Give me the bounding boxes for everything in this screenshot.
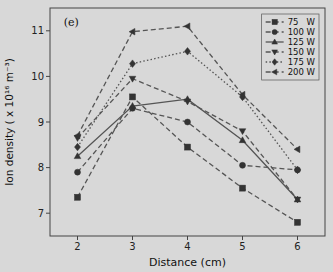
legend-frame [262,14,319,80]
y-tick-label: 11 [31,25,44,36]
x-tick-label: 5 [239,241,245,252]
y-tick [46,76,50,77]
x-tick-label: 6 [294,241,300,252]
point [239,137,246,143]
y-axis-label: Ion density ( x 10¹⁶ m⁻³) [3,58,15,186]
point [185,144,191,150]
point [295,166,301,174]
x-axis-label: Distance (cm) [149,256,226,269]
legend-marker [272,19,277,24]
legend-label: 175 W [288,57,316,67]
point [129,103,136,109]
legend-label: 75 W [288,17,316,27]
point [129,28,135,35]
x-tick-label: 2 [74,241,80,252]
point [295,167,301,173]
point [130,60,136,68]
x-tick-label: 3 [129,241,135,252]
y-tick [46,30,50,31]
y-tick-label: 7 [38,208,44,219]
y-tick-label: 10 [31,71,44,82]
point [130,94,136,100]
y-tick [46,122,50,123]
legend-marker [272,59,277,66]
panel-label: (e) [64,16,79,29]
point [295,219,301,225]
legend-label: 150 W [288,47,316,57]
legend-marker [272,39,278,44]
point [294,146,300,153]
point [240,185,246,191]
series-line [78,108,298,172]
point [74,132,80,139]
legend-marker [272,69,277,75]
x-tick [187,236,188,240]
point [294,197,301,203]
plot-frame [50,8,325,236]
point [240,162,246,168]
x-tick [77,236,78,240]
y-tick [46,213,50,214]
point [75,169,81,175]
point [184,99,191,105]
point [239,91,245,98]
background [0,0,333,272]
x-tick [132,236,133,240]
legend: 75 W100 W125 W150 W175 W200 W [262,14,319,80]
point [74,153,81,159]
x-tick [297,236,298,240]
legend-label: 200 W [288,67,316,77]
legend-marker [272,50,278,55]
point [75,143,81,151]
point [185,48,191,56]
x-tick [242,236,243,240]
y-tick-label: 8 [38,162,44,173]
y-tick-label: 9 [38,117,44,128]
point [129,76,136,82]
series-line [78,99,298,199]
point [239,129,246,135]
legend-label: 100 W [288,27,316,37]
point [184,23,190,30]
y-tick [46,167,50,168]
x-tick-label: 4 [184,241,190,252]
legend-label: 125 W [288,37,316,47]
chart: 2 3 4 5 6 7 8 9 10 11 Distance (cm) Ion density ( x… [0,0,333,272]
point [185,119,191,125]
point [75,194,81,200]
legend-marker [272,29,277,34]
